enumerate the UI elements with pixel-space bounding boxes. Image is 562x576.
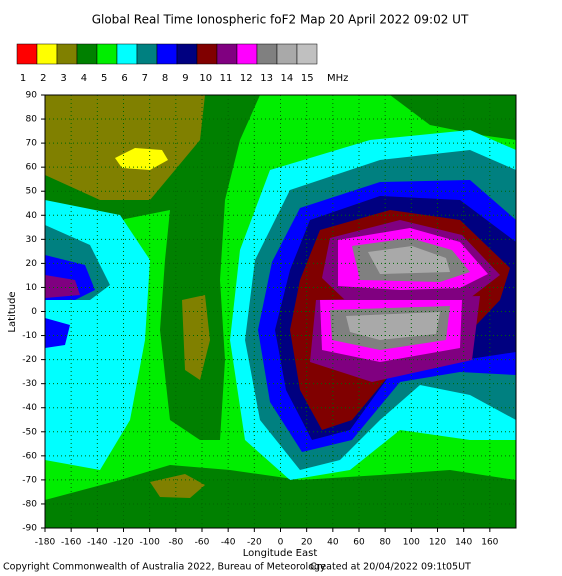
- y-tick-label: -80: [22, 499, 37, 509]
- legend-label: 7: [142, 73, 148, 84]
- legend-label: 6: [121, 73, 127, 84]
- region: [45, 95, 205, 200]
- map-title: Global Real Time Ionospheric foF2 Map 20…: [92, 13, 469, 27]
- y-axis-label: Latitude: [7, 291, 18, 332]
- x-tick-label: -100: [139, 538, 160, 548]
- axes: -180 -160 -140 -120 -100 -80 -60 -40 -20 0 20 40 60 8…: [22, 91, 498, 548]
- y-tick-label: -10: [22, 331, 37, 341]
- legend-swatch: [296, 43, 318, 65]
- legend-swatch: [216, 43, 238, 65]
- legend-label: 14: [281, 73, 294, 84]
- legend-swatch: [96, 43, 118, 65]
- legend-swatch: [76, 43, 98, 65]
- x-tick-label: -120: [113, 538, 134, 548]
- region: [182, 295, 210, 380]
- legend-swatch: [136, 43, 158, 65]
- y-tick-label: -30: [22, 379, 37, 389]
- legend-label: 10: [199, 73, 212, 84]
- x-tick-label: -20: [247, 538, 262, 548]
- region: [150, 474, 205, 498]
- y-tick-label: -70: [22, 475, 37, 485]
- y-tick-label: -90: [22, 524, 37, 534]
- y-tick-label: 90: [26, 91, 38, 101]
- x-tick-label: -80: [168, 538, 183, 548]
- legend-swatch: [116, 43, 138, 65]
- legend-swatch: [236, 43, 258, 65]
- y-tick-label: 80: [26, 115, 38, 125]
- x-tick-label: 20: [301, 538, 313, 548]
- x-tick-label: 60: [353, 538, 365, 548]
- x-tick-label: 40: [327, 538, 339, 548]
- legend-label: 1: [20, 73, 26, 84]
- y-tick-label: -60: [22, 451, 37, 461]
- legend-label: 11: [220, 73, 233, 84]
- x-tick-label: 100: [403, 538, 420, 548]
- y-tick-label: 30: [26, 235, 38, 245]
- region: [346, 312, 440, 340]
- legend-label: 12: [240, 73, 253, 84]
- y-tick-label: -20: [22, 355, 37, 365]
- legend-swatch: [56, 43, 78, 65]
- x-tick-label: 80: [379, 538, 391, 548]
- legend-swatch: [256, 43, 278, 65]
- region: [115, 148, 168, 170]
- legend-swatch: [16, 43, 38, 65]
- x-tick-label: -140: [87, 538, 108, 548]
- y-tick-label: -40: [22, 403, 37, 413]
- y-tick-label: 10: [26, 283, 38, 293]
- legend-label: 4: [81, 73, 87, 84]
- x-tick-label: 140: [455, 538, 472, 548]
- y-tick-label: 50: [26, 187, 38, 197]
- legend-label: 8: [162, 73, 168, 84]
- legend-label: 15: [301, 73, 314, 84]
- legend-swatch: [156, 43, 178, 65]
- x-tick-label: 160: [481, 538, 498, 548]
- legend-swatch: [176, 43, 198, 65]
- region: [45, 318, 70, 348]
- legend-label: 3: [60, 73, 66, 84]
- created-note: Created at 20/04/2022 09:1t05UT: [310, 562, 471, 573]
- legend-swatch: [276, 43, 298, 65]
- copyright: Copyright Commonwealth of Australia 2022…: [3, 562, 326, 573]
- y-tick-label: 60: [26, 163, 38, 173]
- region: [390, 95, 516, 140]
- x-axis-label: Longitude East: [243, 548, 318, 559]
- legend-label: 2: [40, 73, 46, 84]
- x-tick-label: -40: [221, 538, 236, 548]
- x-tick-label: 120: [429, 538, 446, 548]
- x-tick-label: -180: [35, 538, 56, 548]
- legend-label: 5: [101, 73, 107, 84]
- legend: 1 2 3 4 5 6 7 8 9 10 11 12 13 14 15 MHz: [16, 43, 348, 84]
- legend-label: 13: [260, 73, 273, 84]
- region: [368, 246, 450, 274]
- x-tick-label: 0: [278, 538, 284, 548]
- y-tick-label: 0: [31, 307, 37, 317]
- legend-swatch: [196, 43, 218, 65]
- y-tick-label: -50: [22, 427, 37, 437]
- y-tick-label: 40: [26, 211, 38, 221]
- legend-label: 9: [182, 73, 188, 84]
- y-tick-label: 70: [26, 139, 38, 149]
- legend-unit: MHz: [327, 73, 348, 84]
- region: [45, 275, 80, 298]
- y-tick-label: 20: [26, 259, 38, 269]
- x-tick-label: -60: [195, 538, 210, 548]
- legend-swatch: [36, 43, 58, 65]
- x-tick-label: -160: [61, 538, 82, 548]
